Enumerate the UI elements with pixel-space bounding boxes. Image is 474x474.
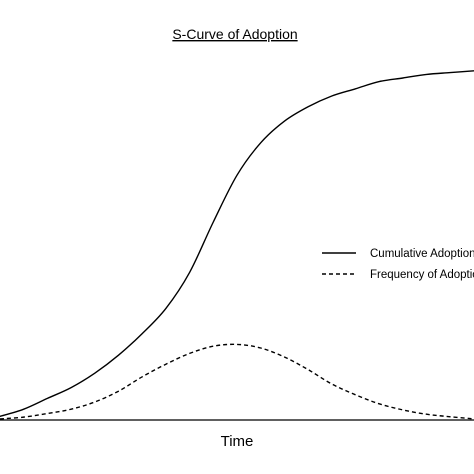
x-axis-label: Time [221,433,254,450]
series-layer [0,70,474,420]
legend-label-1: Cumulative Adoption [370,248,474,260]
chart-title: S-Curve of Adoption [172,26,297,42]
legend-label-2: Frequency of Adoption [370,269,474,281]
series-line-2 [0,343,474,420]
legend: Cumulative Adoption Frequency of Adoption [322,248,474,281]
series-line-1 [0,70,474,418]
